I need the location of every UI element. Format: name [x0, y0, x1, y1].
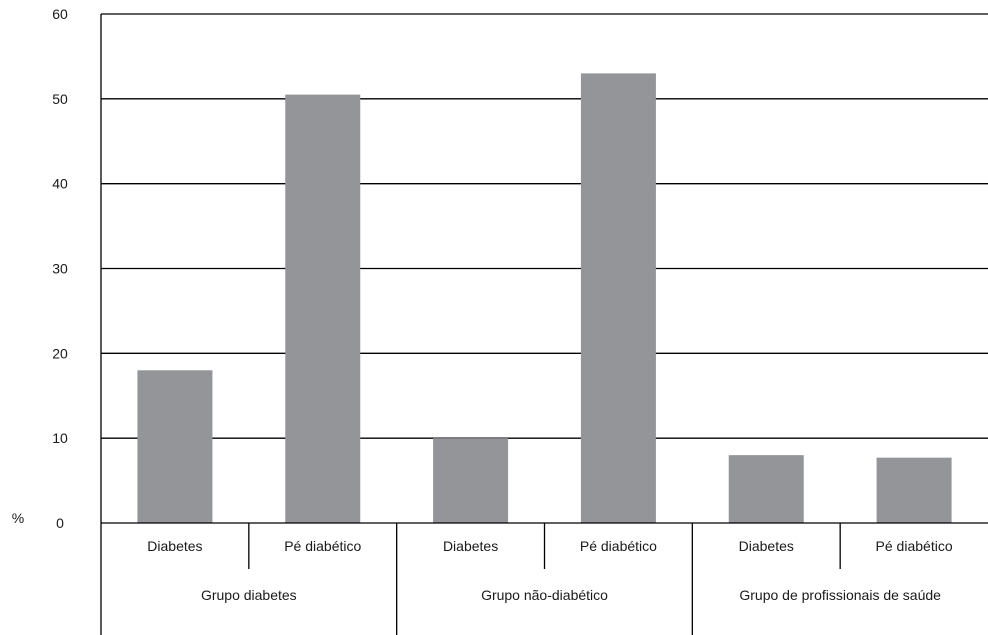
- category-label: Pé diabético: [284, 538, 361, 554]
- bar: [728, 455, 804, 523]
- y-tick-label: 10: [52, 430, 68, 446]
- group-label: Grupo de profissionais de saúde: [739, 587, 941, 603]
- bar: [580, 73, 656, 523]
- labels: % 0 10 20 30 40 50 60 Diabetes Pé diabético Grupo…: [12, 6, 953, 603]
- category-label: Pé diabético: [876, 538, 953, 554]
- y-tick-label: 40: [52, 176, 68, 192]
- group-label: Grupo não-diabético: [481, 587, 608, 603]
- bar: [433, 438, 509, 523]
- gridlines: [101, 13, 988, 439]
- axes: [100, 14, 988, 635]
- bar: [876, 457, 952, 523]
- category-label: Diabetes: [147, 538, 202, 554]
- group-label: Grupo diabetes: [201, 587, 297, 603]
- y-tick-label: 0: [56, 515, 64, 531]
- category-label: Diabetes: [739, 538, 794, 554]
- bar: [137, 370, 213, 523]
- bar: [285, 94, 361, 523]
- category-label: Pé diabético: [580, 538, 657, 554]
- y-unit-label: %: [12, 510, 24, 526]
- y-tick-label: 30: [52, 261, 68, 277]
- category-label: Diabetes: [443, 538, 498, 554]
- y-tick-label: 20: [52, 345, 68, 361]
- bars: [137, 73, 952, 523]
- y-tick-label: 60: [52, 6, 68, 22]
- y-tick-label: 50: [52, 91, 68, 107]
